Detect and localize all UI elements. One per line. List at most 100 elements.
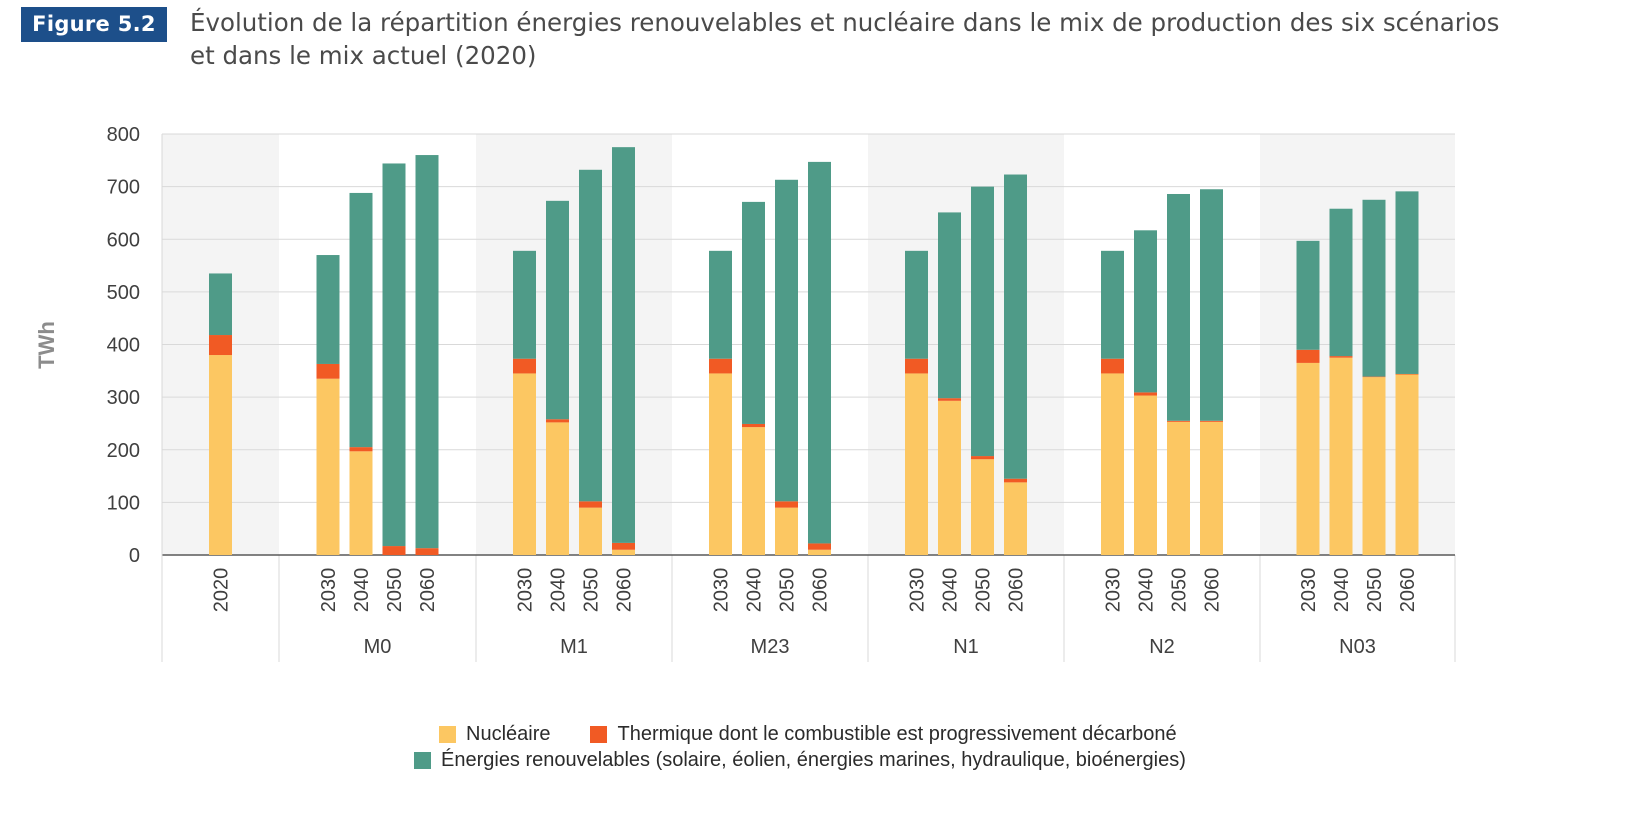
bar-segment-nuclear [1101,373,1124,555]
bar-segment-thermal [1134,392,1157,396]
x-tick-year-label: 2030 [711,568,733,613]
bar-segment-nuclear [349,451,373,555]
bar-segment-thermal [579,501,602,508]
bar-segment-renewable [349,192,373,448]
bar-segment-thermal [513,358,536,374]
bar-segment-renewable [1329,208,1353,357]
y-tick-label: 300 [107,387,140,409]
bar-segment-nuclear [905,373,928,555]
x-tick-year-label: 2050 [581,568,603,613]
bar-segment-thermal [316,363,340,379]
y-axis-ticks: 0 100 200 300 400 500 600 700 800 [107,124,140,567]
x-tick-year-label: 2050 [777,568,799,613]
bar-segment-renewable [775,179,798,502]
legend-row-2: Énergies renouvelables (solaire, éolien,… [414,749,1186,772]
bar-segment-nuclear [513,373,536,555]
bar-segment-nuclear [709,373,732,555]
bar-segment-renewable [808,161,831,544]
x-tick-year-label: 2050 [1364,568,1386,613]
bar-segment-renewable [1004,174,1027,479]
bar-segment-renewable [709,250,732,359]
bar-segment-nuclear [316,378,340,555]
y-tick-label: 400 [107,335,140,357]
bar-segment-thermal [415,548,439,555]
bar-segment-renewable [382,163,406,547]
figure-title-line-1: Évolution de la répartition énergies ren… [190,8,1500,37]
legend-row-1: Nucléaire Thermique dont le combustible … [439,723,1177,746]
bar-segment-thermal [971,456,994,460]
x-tick-year-label: 2040 [744,568,766,613]
figure-title-line-2: et dans le mix actuel (2020) [190,41,537,70]
bar-segment-renewable [316,255,340,364]
bar-segment-thermal [612,542,635,550]
bar-segment-renewable [415,155,439,549]
y-tick-label: 200 [107,440,140,462]
bar-segment-nuclear [938,400,961,555]
x-group-label: N03 [1339,636,1376,658]
bar-segment-nuclear [971,459,994,555]
bar-segment-thermal [938,398,961,401]
bar-segment-renewable [938,212,961,399]
bar-segment-nuclear [612,549,635,555]
bar-segment-thermal [1296,349,1320,363]
bar-segment-nuclear [579,507,602,555]
legend-swatch-nuclear [439,726,456,743]
x-tick-year-label: 2030 [1103,568,1125,613]
bar-segment-renewable [612,147,635,543]
y-axis-title: TWh [34,321,59,369]
bar-segment-renewable [1296,240,1320,350]
bar-segment-renewable [1101,250,1124,359]
bar-segment-thermal [709,358,732,374]
bar-segment-thermal [209,335,232,356]
bar-segment-renewable [513,250,536,359]
bar-segment-renewable [209,273,232,336]
x-group-label: N1 [953,636,979,658]
x-group-label: N2 [1149,636,1175,658]
bar-segment-renewable [1134,230,1157,393]
legend-label-thermal: Thermique dont le combustible est progre… [617,723,1177,745]
bar-segment-nuclear [808,549,831,555]
bar-segment-renewable [905,250,928,359]
bar-segment-renewable [546,200,569,420]
y-tick-label: 700 [107,177,140,199]
legend-item-renewable: Énergies renouvelables (solaire, éolien,… [414,749,1186,772]
bar-segment-thermal [905,358,928,374]
x-axis-ticks: 2020 2030 2040 2050 2060 M0 2030 2040 2050 2060 M1… [211,568,1420,658]
x-tick-year-label: 2060 [1202,568,1224,613]
bar-segment-nuclear [1200,421,1223,555]
bar-segment-nuclear [1004,482,1027,555]
x-tick-year-label: 2030 [318,568,340,613]
bar-segment-nuclear [1167,421,1190,555]
bar-segment-thermal [775,501,798,508]
legend-swatch-renewable [414,752,431,769]
bar-segment-thermal [546,419,569,423]
y-tick-label: 500 [107,282,140,304]
x-tick-year-label: 2060 [417,568,439,613]
x-group-label: M1 [560,636,588,658]
x-tick-year-label: 2050 [1169,568,1191,613]
bar-segment-thermal [742,423,765,428]
bar-segment-thermal [1362,376,1386,378]
bar-segment-nuclear [546,422,569,555]
x-group-label: M23 [751,636,790,658]
x-tick-year-label: 2040 [351,568,373,613]
x-tick-year-label: 2040 [1136,568,1158,613]
bar-segment-thermal [1004,478,1027,483]
x-tick-year-label: 2030 [907,568,929,613]
bar-segment-thermal [1329,356,1353,358]
x-tick-year-label: 2020 [211,568,233,613]
x-tick-year-label: 2050 [973,568,995,613]
bars [209,147,1419,555]
bar-segment-renewable [971,186,994,457]
x-tick-year-label: 2060 [1397,568,1419,613]
bar-segment-renewable [742,201,765,424]
x-tick-year-label: 2060 [810,568,832,613]
bar-segment-renewable [1362,199,1386,377]
x-tick-year-label: 2040 [1331,568,1353,613]
bar-segment-renewable [1395,191,1419,374]
bar-segment-renewable [579,169,602,502]
x-tick-year-label: 2030 [1298,568,1320,613]
figure-title: Évolution de la répartition énergies ren… [190,6,1620,72]
legend-label-renewable: Énergies renouvelables (solaire, éolien,… [441,749,1186,771]
